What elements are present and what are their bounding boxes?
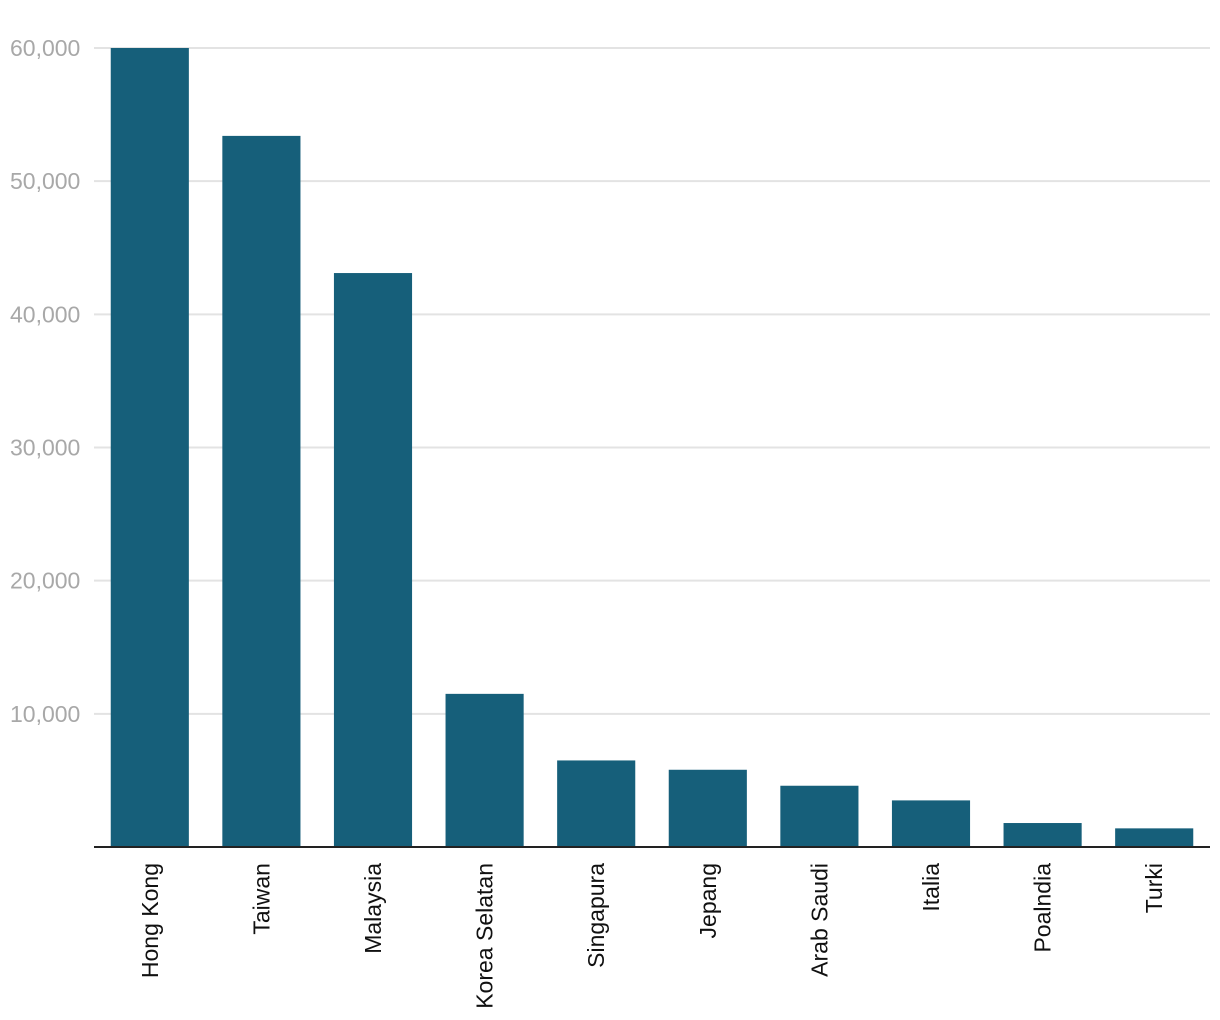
y-axis-labels: 10,000 20,000 30,000 40,000 50,000 60,000 [10, 35, 80, 727]
x-axis-labels: Hong Kong Taiwan Malaysia Korea Selatan Sing… [137, 863, 1167, 1009]
x-tick-label: Italia [918, 863, 944, 912]
bar[interactable] [557, 760, 636, 847]
x-tick-label: Korea Selatan [472, 863, 498, 1009]
bar[interactable] [1003, 823, 1082, 847]
bar[interactable] [780, 785, 859, 847]
y-tick-label: 60,000 [10, 35, 80, 61]
x-tick-label: Turki [1141, 863, 1167, 913]
x-tick-label: Jepang [695, 863, 721, 938]
x-tick-label: Malaysia [360, 863, 386, 954]
bar[interactable] [891, 800, 971, 847]
y-tick-label: 20,000 [10, 568, 80, 594]
bars [110, 48, 1194, 848]
x-tick-label: Arab Saudi [806, 863, 832, 977]
bar[interactable] [333, 273, 413, 848]
y-tick-label: 50,000 [10, 168, 80, 194]
y-tick-label: 40,000 [10, 301, 80, 327]
bar[interactable] [445, 693, 524, 847]
x-tick-label: Taiwan [248, 863, 274, 935]
x-tick-label: Singapura [583, 863, 609, 968]
x-tick-label: Hong Kong [137, 863, 163, 978]
bar[interactable] [1115, 828, 1194, 847]
bar[interactable] [668, 769, 747, 847]
bar[interactable] [110, 48, 189, 847]
bar[interactable] [222, 135, 301, 847]
y-tick-label: 30,000 [10, 435, 80, 461]
y-tick-label: 10,000 [10, 701, 80, 727]
x-tick-label: Poalndia [1030, 863, 1056, 953]
